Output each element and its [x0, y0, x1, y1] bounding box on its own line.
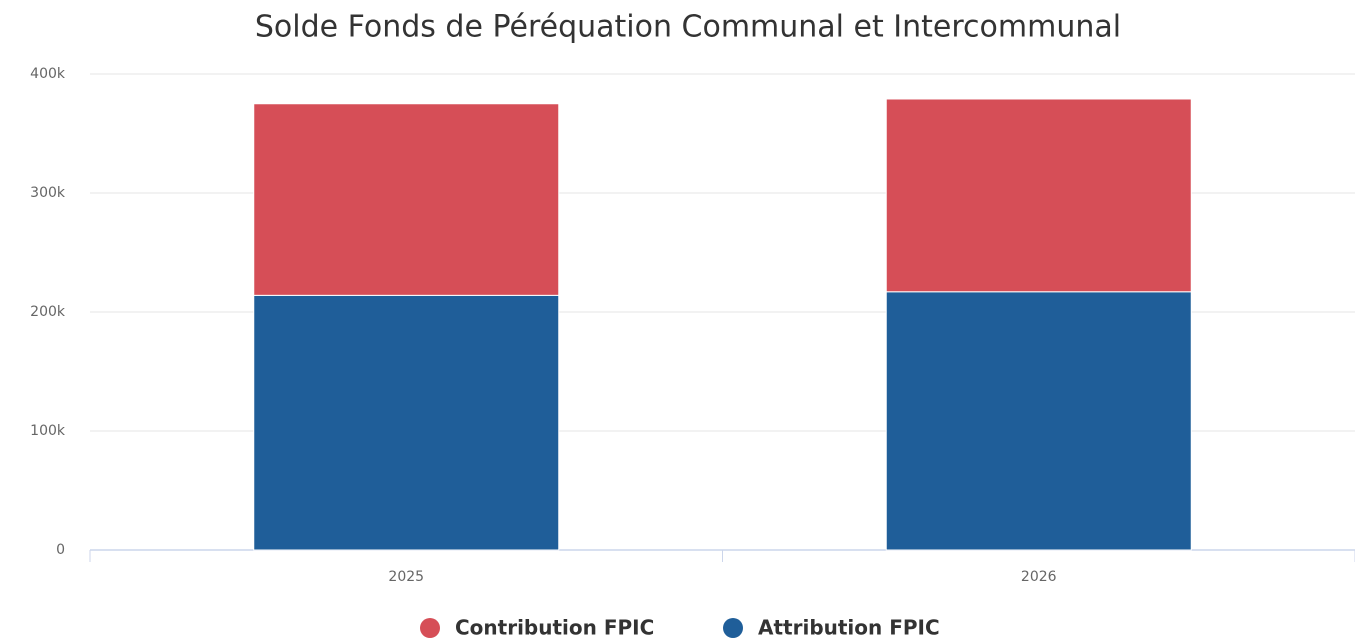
y-tick-label: 400k — [30, 66, 66, 82]
legend-marker — [420, 618, 440, 638]
bar-segment — [253, 294, 560, 551]
y-tick-label: 100k — [30, 423, 66, 439]
legend-label: Contribution FPIC — [455, 616, 654, 640]
legend-marker — [723, 618, 743, 638]
y-tick-label: 200k — [30, 304, 66, 320]
legend-label: Attribution FPIC — [758, 616, 940, 640]
x-tick-label: 2026 — [1021, 569, 1057, 585]
y-tick-label: 300k — [30, 185, 66, 201]
bar-segment — [885, 291, 1192, 551]
chart-title: Solde Fonds de Péréquation Communal et I… — [255, 10, 1121, 45]
bar-segment — [253, 103, 560, 296]
y-tick-label: 0 — [56, 542, 65, 558]
x-tick-label: 2025 — [388, 569, 424, 585]
bar-segment — [885, 98, 1192, 293]
